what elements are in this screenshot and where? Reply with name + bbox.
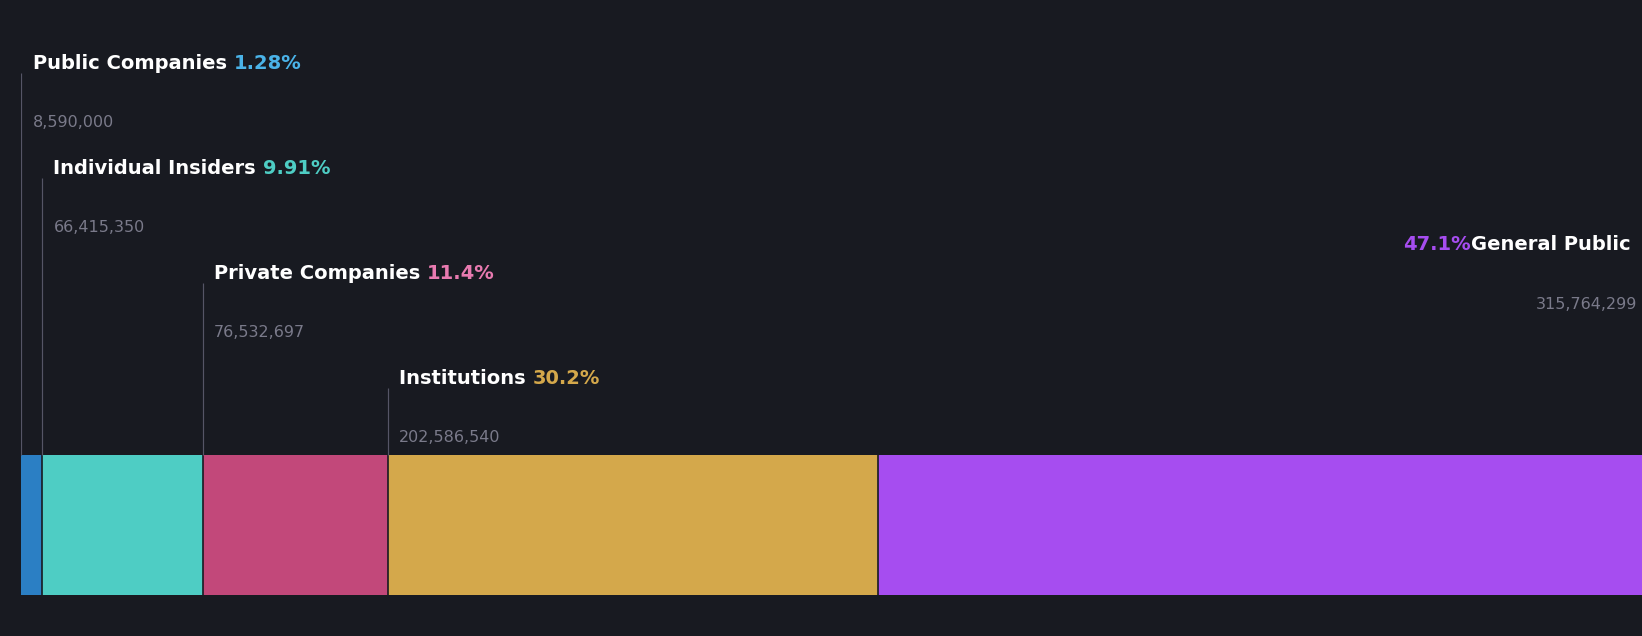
Text: 202,586,540: 202,586,540 [399, 430, 501, 445]
Text: 30.2%: 30.2% [532, 369, 599, 388]
Bar [388, 455, 878, 595]
Text: 315,764,299: 315,764,299 [1535, 296, 1637, 312]
Bar [878, 455, 1642, 595]
Bar [43, 455, 204, 595]
Text: Institutions: Institutions [399, 369, 532, 388]
Text: 66,415,350: 66,415,350 [54, 220, 144, 235]
Text: 11.4%: 11.4% [427, 264, 494, 283]
Text: 8,590,000: 8,590,000 [33, 115, 113, 130]
Text: 1.28%: 1.28% [233, 54, 300, 73]
Bar [204, 455, 388, 595]
Text: Public Companies: Public Companies [33, 54, 233, 73]
Text: Private Companies: Private Companies [213, 264, 427, 283]
Text: 9.91%: 9.91% [263, 159, 330, 178]
Bar [21, 455, 43, 595]
Text: General Public: General Public [1471, 235, 1637, 254]
Text: Individual Insiders: Individual Insiders [54, 159, 263, 178]
Text: 76,532,697: 76,532,697 [213, 325, 305, 340]
Text: 47.1%: 47.1% [1404, 235, 1471, 254]
